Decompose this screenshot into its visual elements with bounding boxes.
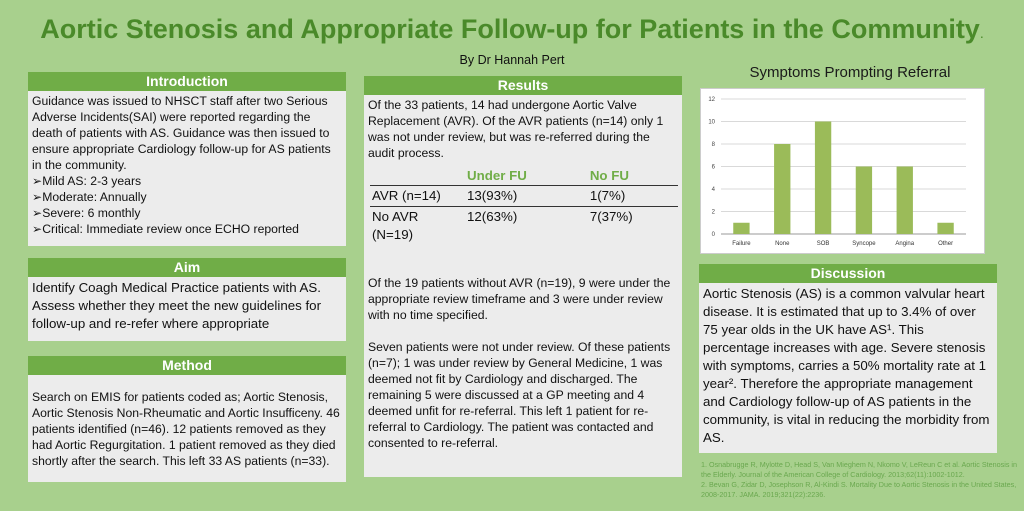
chart-title: Symptoms Prompting Referral bbox=[749, 64, 951, 81]
list-item: Moderate: Annually bbox=[32, 189, 342, 205]
introduction-section: Introduction Guidance was issued to NHSC… bbox=[28, 72, 346, 246]
results-paragraph-2: Of the 19 patients without AVR (n=19), 9… bbox=[368, 276, 671, 322]
method-heading: Method bbox=[28, 356, 346, 375]
table-row: AVR (n=14) 13(93%) 1(7%) bbox=[370, 185, 678, 207]
list-item: Severe: 6 monthly bbox=[32, 205, 342, 221]
x-tick-label: None bbox=[775, 241, 790, 247]
aim-text: Identify Coagh Medical Practice patients… bbox=[28, 277, 346, 341]
results-paragraph-1: Of the 33 patients, 14 had undergone Aor… bbox=[368, 98, 664, 160]
bar-failure bbox=[733, 222, 750, 234]
reference-item: 2. Bevan G, Zidar D, Josephson R, Al-Kin… bbox=[701, 480, 1017, 499]
discussion-section: Discussion Aortic Stenosis (AS) is a com… bbox=[699, 264, 997, 453]
references: 1. Osnabrugge R, Mylotte D, Head S, Van … bbox=[701, 460, 1019, 500]
x-tick-label: Angina bbox=[895, 241, 914, 247]
introduction-heading: Introduction bbox=[28, 72, 346, 91]
discussion-text: Aortic Stenosis (AS) is a common valvula… bbox=[699, 283, 997, 453]
discussion-heading: Discussion bbox=[699, 264, 997, 283]
column-header: No FU bbox=[589, 168, 629, 183]
y-tick-label: 2 bbox=[712, 210, 716, 216]
x-tick-label: Failure bbox=[732, 241, 751, 247]
list-item: Critical: Immediate review once ECHO rep… bbox=[32, 221, 342, 237]
results-heading: Results bbox=[364, 76, 682, 95]
symptoms-chart: 0 2 4 6 8 10 12 Failure None SOB Syncope Angina Othe… bbox=[700, 88, 985, 254]
chart-svg: 0 2 4 6 8 10 12 Failure None SOB Syncope Angina Othe… bbox=[708, 97, 966, 247]
list-item: Mild AS: 2-3 years bbox=[32, 173, 342, 189]
reference-item: 1. Osnabrugge R, Mylotte D, Head S, Van … bbox=[701, 460, 1018, 479]
bar-angina bbox=[896, 166, 913, 234]
y-tick-label: 0 bbox=[712, 232, 716, 238]
bar-sob bbox=[814, 121, 832, 234]
x-tick-label: SOB bbox=[817, 241, 830, 247]
results-paragraph-3: Seven patients were not under review. Of… bbox=[368, 340, 671, 450]
y-tick-label: 12 bbox=[708, 97, 715, 103]
bar-other bbox=[937, 222, 954, 234]
results-table: Under FU No FU AVR (n=14) 13(93%) 1(7%) No … bbox=[370, 167, 678, 245]
y-tick-label: 8 bbox=[712, 142, 716, 148]
table-row: No AVR (N=19) 12(63%) 7(37%) bbox=[370, 206, 678, 245]
author: By Dr Hannah Pert bbox=[459, 53, 565, 67]
title-suffix: . bbox=[979, 25, 984, 41]
x-tick-label: Other bbox=[938, 241, 953, 247]
guideline-list: Mild AS: 2-3 years Moderate: Annually Se… bbox=[32, 173, 342, 237]
method-text: Search on EMIS for patients coded as; Ao… bbox=[28, 375, 346, 482]
introduction-text: Guidance was issued to NHSCT staff after… bbox=[32, 94, 331, 172]
bar-syncope bbox=[855, 166, 873, 234]
column-header: Under FU bbox=[467, 168, 527, 183]
method-section: Method Search on EMIS for patients coded… bbox=[28, 356, 346, 482]
y-tick-label: 10 bbox=[708, 120, 715, 126]
poster-title: Aortic Stenosis and Appropriate Follow-u… bbox=[0, 14, 1024, 45]
y-tick-label: 4 bbox=[712, 187, 716, 193]
aim-heading: Aim bbox=[28, 258, 346, 277]
aim-section: Aim Identify Coagh Medical Practice pati… bbox=[28, 258, 346, 341]
results-section: Results Of the 33 patients, 14 had under… bbox=[364, 76, 682, 477]
y-tick-label: 6 bbox=[712, 165, 716, 171]
x-tick-label: Syncope bbox=[852, 241, 876, 247]
title-text: Aortic Stenosis and Appropriate Follow-u… bbox=[40, 14, 980, 44]
bar-none bbox=[774, 144, 791, 234]
